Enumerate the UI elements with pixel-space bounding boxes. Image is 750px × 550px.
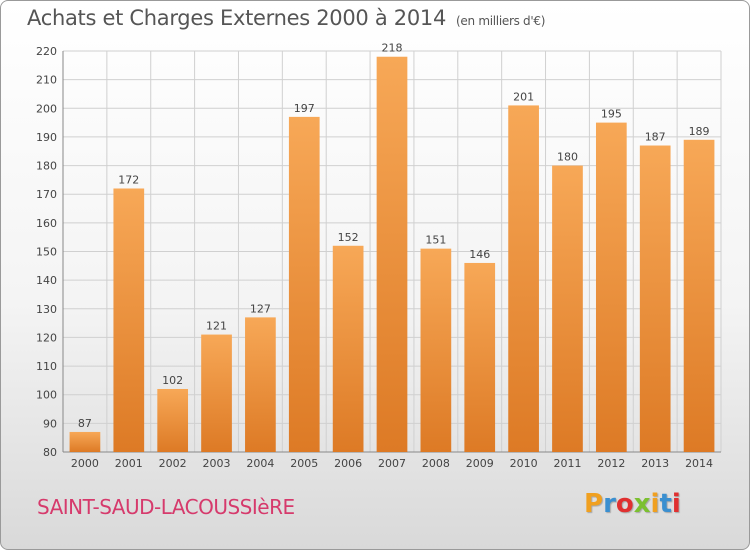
bar-2000 xyxy=(69,431,101,452)
y-tick-label: 120 xyxy=(36,331,57,344)
x-tick-label: 2001 xyxy=(115,457,143,470)
x-tick-label: 2000 xyxy=(71,457,99,470)
x-tick-label: 2010 xyxy=(510,457,538,470)
bar-2011 xyxy=(552,165,583,453)
bar-2008 xyxy=(420,248,452,452)
y-tick-label: 200 xyxy=(36,102,57,115)
x-tick-label: 2003 xyxy=(203,457,231,470)
bar-2010 xyxy=(508,105,539,453)
logo-letter: x xyxy=(633,489,651,519)
value-label: 151 xyxy=(425,234,446,247)
x-tick-label: 2012 xyxy=(597,457,625,470)
value-label: 87 xyxy=(78,417,92,430)
x-tick-label: 2005 xyxy=(290,457,318,470)
y-tick-label: 160 xyxy=(36,217,57,230)
logo-letter: P xyxy=(584,489,604,519)
bar-2002 xyxy=(157,388,189,452)
value-label: 180 xyxy=(557,151,578,164)
bar-2005 xyxy=(288,116,320,452)
y-tick-label: 110 xyxy=(36,360,57,373)
x-tick-label: 2006 xyxy=(334,457,362,470)
value-label: 201 xyxy=(513,90,534,103)
bar-2003 xyxy=(201,334,232,452)
value-label: 195 xyxy=(601,108,622,121)
y-tick-label: 140 xyxy=(36,274,57,287)
logo-letter: i xyxy=(650,489,660,519)
x-tick-label: 2011 xyxy=(553,457,581,470)
y-tick-label: 210 xyxy=(36,74,57,87)
y-tick-label: 100 xyxy=(36,389,57,402)
commune-name: SAINT-SAUD-LACOUSSIèRE xyxy=(37,495,295,519)
value-label: 197 xyxy=(294,102,315,115)
value-label: 218 xyxy=(382,42,403,55)
x-tick-label: 2002 xyxy=(159,457,187,470)
value-label: 121 xyxy=(206,320,227,333)
y-tick-label: 190 xyxy=(36,131,57,144)
bar-2006 xyxy=(332,245,364,452)
logo-letter: t xyxy=(659,489,672,519)
bar-2009 xyxy=(464,262,496,452)
value-label: 189 xyxy=(689,125,710,138)
x-tick-label: 2014 xyxy=(685,457,713,470)
x-tick-label: 2009 xyxy=(466,457,494,470)
bar-2012 xyxy=(595,122,627,452)
y-tick-label: 80 xyxy=(43,446,57,459)
y-tick-label: 220 xyxy=(36,45,57,58)
y-tick-label: 180 xyxy=(36,160,57,173)
x-tick-label: 2013 xyxy=(641,457,669,470)
logo-letter: r xyxy=(603,489,616,519)
bar-2001 xyxy=(113,188,145,452)
logo-letter: i xyxy=(671,489,681,519)
value-label: 152 xyxy=(338,231,359,244)
bar-2014 xyxy=(683,139,715,453)
bar-2007 xyxy=(376,56,408,452)
proxiti-logo: Proxiti xyxy=(584,489,681,519)
chart-title: Achats et Charges Externes 2000 à 2014 (e… xyxy=(27,6,546,30)
x-tick-label: 2004 xyxy=(246,457,274,470)
y-tick-label: 130 xyxy=(36,303,57,316)
y-tick-label: 170 xyxy=(36,188,57,201)
value-label: 172 xyxy=(118,173,139,186)
value-label: 146 xyxy=(469,248,490,261)
bar-2013 xyxy=(639,145,671,452)
y-tick-label: 90 xyxy=(43,417,57,430)
logo-letter: o xyxy=(615,489,634,519)
value-label: 187 xyxy=(645,131,666,144)
y-tick-label: 150 xyxy=(36,246,57,259)
value-label: 127 xyxy=(250,302,271,315)
x-tick-label: 2007 xyxy=(378,457,406,470)
value-label: 102 xyxy=(162,374,183,387)
unit-label: (en milliers d'€) xyxy=(456,14,546,28)
bar-2004 xyxy=(245,317,276,452)
x-tick-label: 2008 xyxy=(422,457,450,470)
